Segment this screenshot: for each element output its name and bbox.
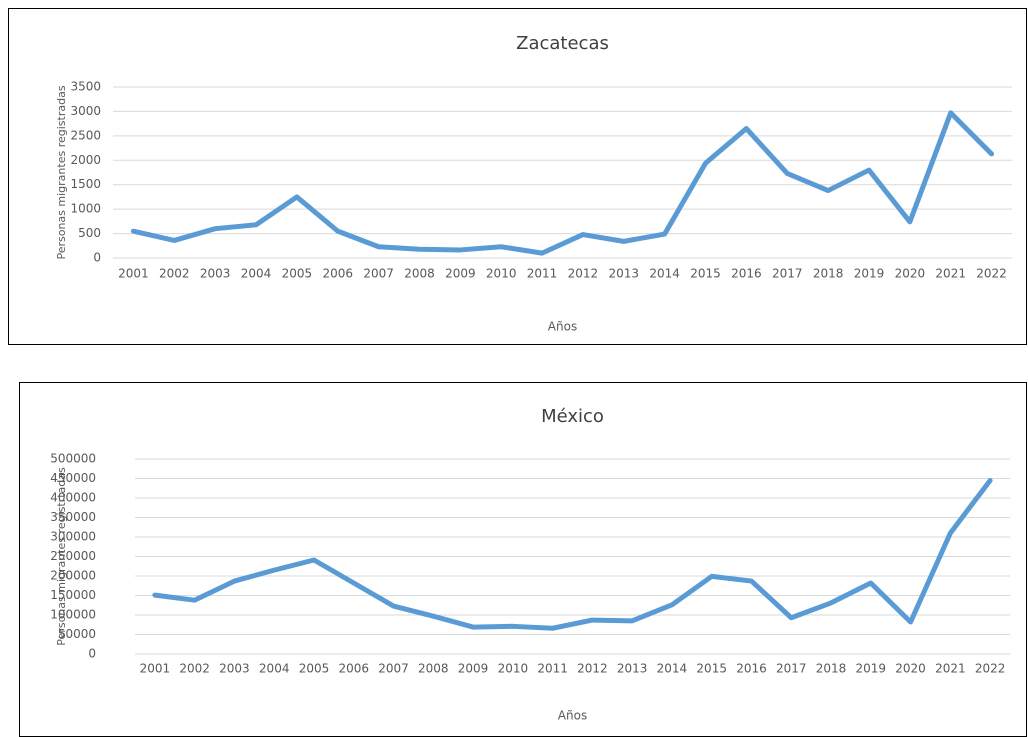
chart-title: Zacatecas — [516, 33, 609, 54]
x-tick-label: 2005 — [299, 662, 330, 676]
chart-frame — [19, 382, 1027, 737]
x-tick-label: 2004 — [259, 662, 290, 676]
y-tick-label: 300000 — [50, 530, 96, 544]
x-tick-label: 2002 — [159, 267, 190, 281]
y-axis-title: Personas migrantes registrtadas — [55, 467, 68, 646]
x-tick-label: 2001 — [140, 662, 171, 676]
x-tick-label: 2022 — [975, 662, 1006, 676]
y-tick-label: 3000 — [70, 104, 101, 118]
x-tick-label: 2002 — [179, 662, 210, 676]
x-tick-label: 2021 — [935, 662, 966, 676]
x-tick-label: 2022 — [976, 267, 1007, 281]
y-tick-label: 2500 — [70, 128, 101, 142]
y-tick-label: 350000 — [50, 510, 96, 524]
x-tick-label: 2021 — [935, 267, 966, 281]
chart-frame — [8, 8, 1027, 345]
y-tick-label: 450000 — [50, 471, 96, 485]
data-line — [152, 477, 993, 631]
x-tick-label: 2015 — [696, 662, 727, 676]
x-tick-label: 2008 — [418, 662, 449, 676]
y-tick-label: 500000 — [50, 452, 96, 466]
x-tick-label: 2011 — [527, 267, 558, 281]
y-tick-label: 500 — [78, 226, 101, 240]
x-tick-label: 2018 — [813, 267, 844, 281]
x-tick-label: 2013 — [617, 662, 648, 676]
y-tick-label: 0 — [93, 251, 101, 265]
x-tick-label: 2012 — [568, 267, 599, 281]
x-tick-label: 2007 — [378, 662, 409, 676]
x-tick-label: 2014 — [657, 662, 688, 676]
x-tick-label: 2005 — [282, 267, 313, 281]
y-tick-label: 150000 — [50, 588, 96, 602]
x-tick-label: 2020 — [895, 662, 926, 676]
y-tick-label: 1500 — [70, 177, 101, 191]
y-tick-label: 100000 — [50, 608, 96, 622]
x-tick-label: 2020 — [895, 267, 926, 281]
y-tick-label: 1000 — [70, 202, 101, 216]
y-tick-label: 3500 — [70, 80, 101, 94]
y-tick-label: 50000 — [58, 627, 96, 641]
x-tick-label: 2019 — [854, 267, 885, 281]
x-tick-label: 2013 — [609, 267, 640, 281]
x-tick-label: 2017 — [772, 267, 803, 281]
data-line — [130, 110, 995, 256]
y-tick-label: 400000 — [50, 491, 96, 505]
x-tick-label: 2006 — [338, 662, 369, 676]
x-tick-label: 2008 — [404, 267, 435, 281]
x-tick-label: 2012 — [577, 662, 608, 676]
y-tick-label: 0 — [88, 647, 96, 661]
x-tick-label: 2014 — [649, 267, 680, 281]
x-tick-label: 2016 — [736, 662, 767, 676]
y-tick-label: 250000 — [50, 549, 96, 563]
x-tick-label: 2016 — [731, 267, 762, 281]
x-tick-label: 2015 — [690, 267, 721, 281]
y-axis-title: Personas migrantes registradas — [55, 85, 68, 259]
chart-title: México — [541, 406, 604, 427]
y-tick-label: 200000 — [50, 569, 96, 583]
x-tick-label: 2009 — [445, 267, 476, 281]
x-tick-label: 2003 — [219, 662, 250, 676]
x-tick-label: 2006 — [322, 267, 353, 281]
x-axis-title: Años — [558, 709, 587, 723]
x-tick-label: 2010 — [486, 267, 517, 281]
x-tick-label: 2011 — [537, 662, 568, 676]
x-tick-label: 2017 — [776, 662, 807, 676]
x-axis-title: Años — [548, 320, 577, 334]
x-tick-label: 2003 — [200, 267, 231, 281]
x-tick-label: 2019 — [856, 662, 887, 676]
x-tick-label: 2010 — [498, 662, 529, 676]
y-tick-label: 2000 — [70, 153, 101, 167]
x-tick-label: 2004 — [241, 267, 272, 281]
x-tick-label: 2007 — [363, 267, 394, 281]
x-tick-label: 2009 — [458, 662, 489, 676]
x-tick-label: 2001 — [118, 267, 149, 281]
x-tick-label: 2018 — [816, 662, 847, 676]
